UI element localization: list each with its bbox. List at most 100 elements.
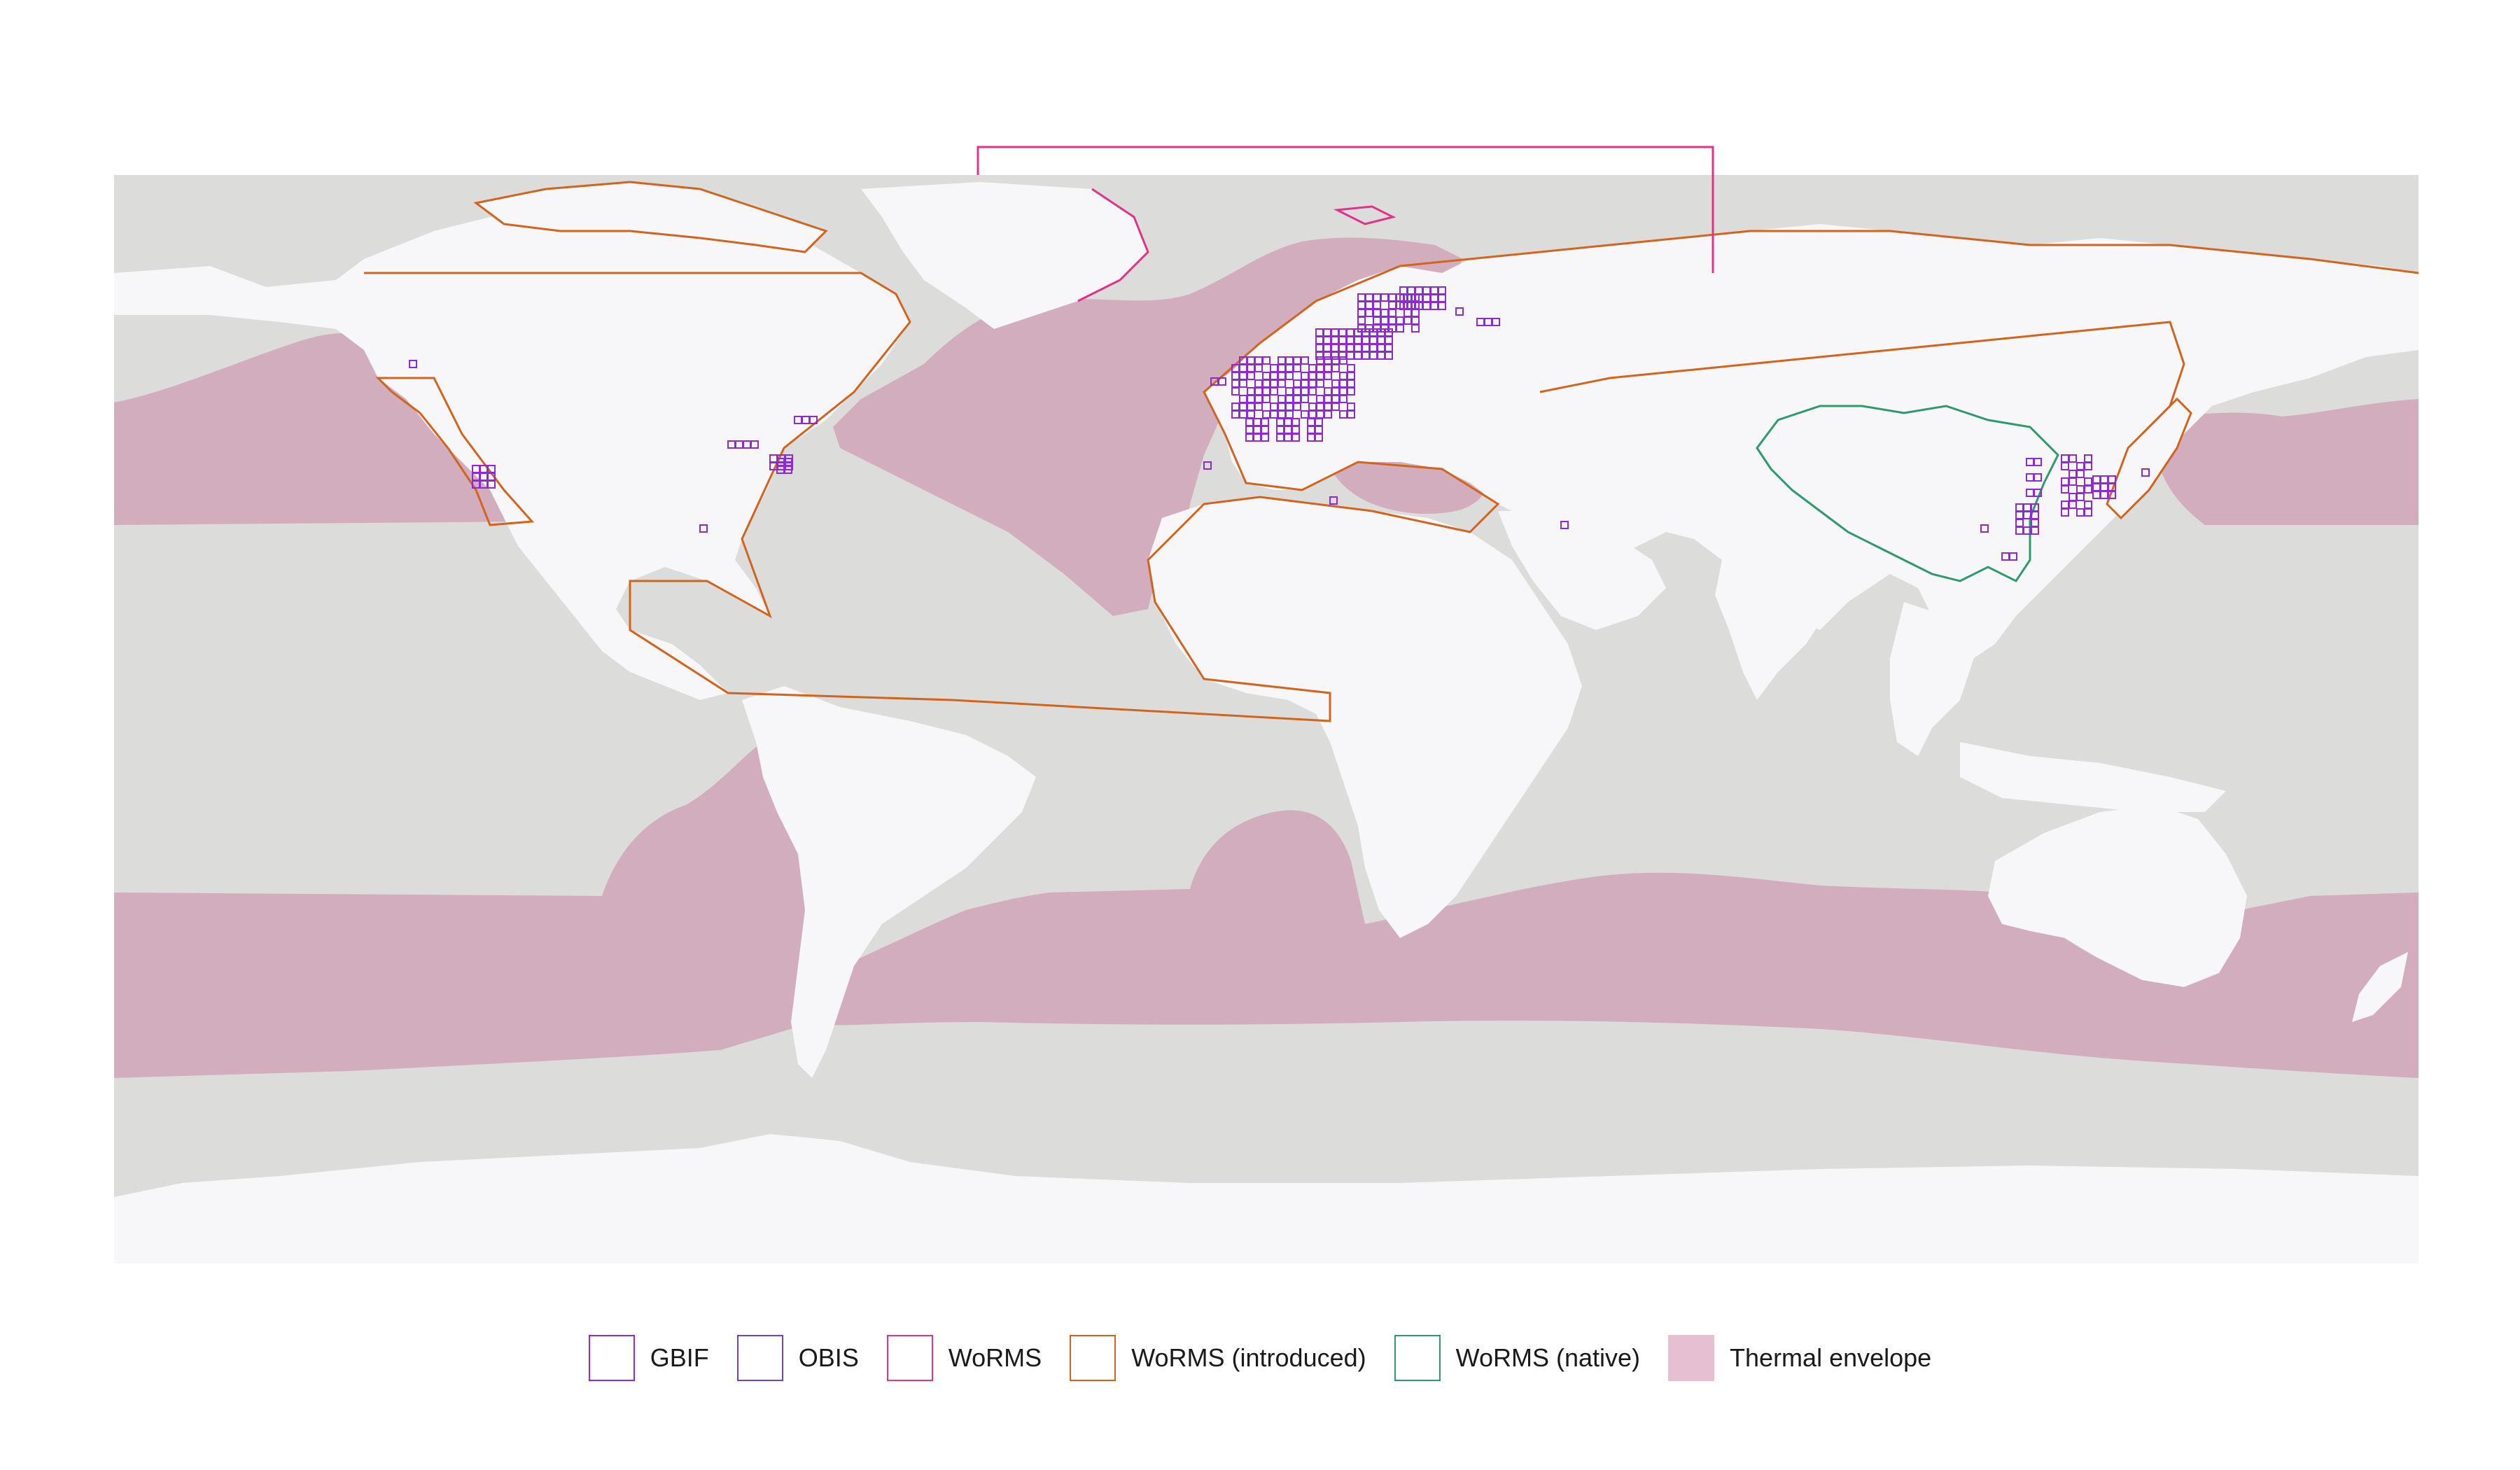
land-australia bbox=[1988, 805, 2247, 987]
occurrence-cell bbox=[1492, 318, 1500, 326]
legend-label-gbif: GBIF bbox=[650, 1343, 709, 1372]
legend-key-obis bbox=[736, 1335, 783, 1381]
occurrence-cell bbox=[1315, 433, 1323, 442]
occurrence-cell bbox=[409, 360, 417, 368]
occurrence-cell bbox=[2141, 468, 2150, 477]
occurrence-cell bbox=[1247, 372, 1255, 380]
legend-key-worms-native bbox=[1394, 1335, 1441, 1381]
occurrence-cell bbox=[1270, 387, 1278, 396]
occurrence-cell bbox=[1308, 387, 1317, 396]
occurrence-cell bbox=[699, 524, 708, 533]
occurrence-cell bbox=[1254, 364, 1263, 372]
occurrence-cell bbox=[2031, 526, 2039, 535]
occurrence-cell bbox=[2068, 500, 2077, 509]
worms-bounding-box bbox=[976, 146, 1714, 273]
legend-item-thermal-envelope: Thermal envelope bbox=[1668, 1335, 1931, 1381]
land-greenland bbox=[861, 182, 1148, 329]
occurrence-cell bbox=[1331, 402, 1340, 411]
thermal-envelope-south-atlantic bbox=[812, 810, 2418, 1078]
occurrence-cell bbox=[2009, 552, 2017, 561]
occurrence-cell bbox=[1339, 356, 1348, 365]
legend-label-worms-introduced: WoRMS (introduced) bbox=[1131, 1343, 1366, 1372]
occurrence-cell bbox=[1980, 524, 1989, 533]
legend-label-obis: OBIS bbox=[798, 1343, 859, 1372]
land-south-america bbox=[742, 686, 1036, 1078]
legend-item-worms-introduced: WoRMS (introduced) bbox=[1070, 1335, 1366, 1381]
worms-introduced-asia-interior-outline bbox=[1539, 321, 2185, 435]
occurrence-cell bbox=[487, 480, 496, 489]
occurrence-cell bbox=[2061, 485, 2069, 493]
occurrence-cell bbox=[1301, 395, 1309, 403]
occurrence-cell bbox=[2076, 470, 2085, 478]
worms-introduced-japan-outline bbox=[2106, 397, 2192, 520]
occurrence-cell bbox=[1396, 324, 1404, 332]
land-layer bbox=[114, 182, 2418, 1264]
occurrence-cell bbox=[1285, 372, 1294, 380]
land-india bbox=[1715, 560, 1834, 700]
occurrence-cell bbox=[2076, 493, 2085, 501]
land-africa bbox=[1148, 497, 1582, 938]
legend-key-worms-introduced bbox=[1070, 1335, 1116, 1381]
legend-item-obis: OBIS bbox=[736, 1335, 859, 1381]
occurrence-cell bbox=[1262, 395, 1270, 403]
occurrence-cell bbox=[1292, 433, 1300, 442]
occurrence-cell bbox=[1203, 461, 1212, 470]
worms-layer bbox=[976, 146, 1714, 302]
occurrence-cell bbox=[1262, 356, 1270, 365]
occurrence-cell bbox=[2108, 491, 2116, 499]
occurrence-cell bbox=[1278, 379, 1286, 388]
occurrence-cell bbox=[1411, 324, 1420, 332]
legend-label-thermal-envelope: Thermal envelope bbox=[1730, 1343, 1932, 1372]
occurrence-cell bbox=[1261, 433, 1269, 442]
land-eurasia bbox=[1204, 224, 2418, 658]
occurrence-cell bbox=[1293, 364, 1301, 372]
occurrence-cell bbox=[1347, 387, 1355, 396]
occurrence-cell bbox=[2033, 489, 2042, 497]
worms-introduced-pacific-coast-outline bbox=[375, 377, 535, 526]
occurrence-cell bbox=[1385, 351, 1393, 360]
occurrence-cell bbox=[2061, 462, 2069, 470]
worms-introduced-eurasia-north-outline bbox=[1399, 230, 2419, 274]
occurrence-cell bbox=[809, 416, 818, 424]
land-southeast-asia bbox=[1890, 602, 2226, 812]
land-canada-islands bbox=[476, 182, 826, 252]
occurrence-cell bbox=[2068, 477, 2077, 486]
occurrence-cell bbox=[2061, 508, 2069, 517]
worms-introduced-arctic-outline bbox=[473, 181, 828, 253]
land-north-america bbox=[114, 203, 910, 700]
occurrence-cell bbox=[1438, 302, 1446, 310]
occurrence-cell bbox=[1331, 364, 1340, 372]
occurrence-cell bbox=[1254, 402, 1263, 411]
legend-item-gbif: GBIF bbox=[588, 1335, 709, 1381]
legend-label-worms: WoRMS bbox=[948, 1343, 1042, 1372]
occurrence-cell bbox=[1339, 395, 1348, 403]
occurrence-cell bbox=[1293, 402, 1301, 411]
land-japan bbox=[2107, 399, 2191, 518]
occurrence-cell bbox=[1329, 496, 1338, 505]
legend-key-worms bbox=[886, 1335, 933, 1381]
occurrence-cell bbox=[2068, 454, 2077, 463]
occurrence-cell bbox=[2084, 462, 2092, 470]
thermal-envelope-japan bbox=[2156, 399, 2418, 525]
occurrence-cell bbox=[2033, 458, 2042, 466]
occurrence-cell bbox=[2084, 485, 2092, 493]
occurrence-cell bbox=[1231, 387, 1240, 396]
occurrence-cell bbox=[784, 465, 792, 474]
legend-item-worms-native: WoRMS (native) bbox=[1394, 1335, 1640, 1381]
occurrence-cell bbox=[1239, 379, 1247, 388]
occurrence-cell bbox=[1347, 410, 1355, 419]
occurrence-cell bbox=[750, 440, 759, 449]
occurrence-cell bbox=[1455, 307, 1464, 316]
land-new-zealand bbox=[2352, 952, 2408, 1022]
legend-key-gbif bbox=[588, 1335, 635, 1381]
worms-native-china-outline bbox=[1756, 405, 2059, 582]
legend-item-worms: WoRMS bbox=[886, 1335, 1042, 1381]
worms-greenland-coast bbox=[1077, 188, 1149, 302]
legend-label-worms-native: WoRMS (native) bbox=[1455, 1343, 1641, 1372]
occurrence-cell bbox=[2084, 508, 2092, 517]
occurrence-cell bbox=[1324, 372, 1332, 380]
occurrence-cell bbox=[1218, 377, 1226, 386]
legend: GBIF OBIS WoRMS WoRMS (introduced) WoRMS… bbox=[0, 1326, 2520, 1390]
occurrence-layer bbox=[409, 286, 2150, 561]
